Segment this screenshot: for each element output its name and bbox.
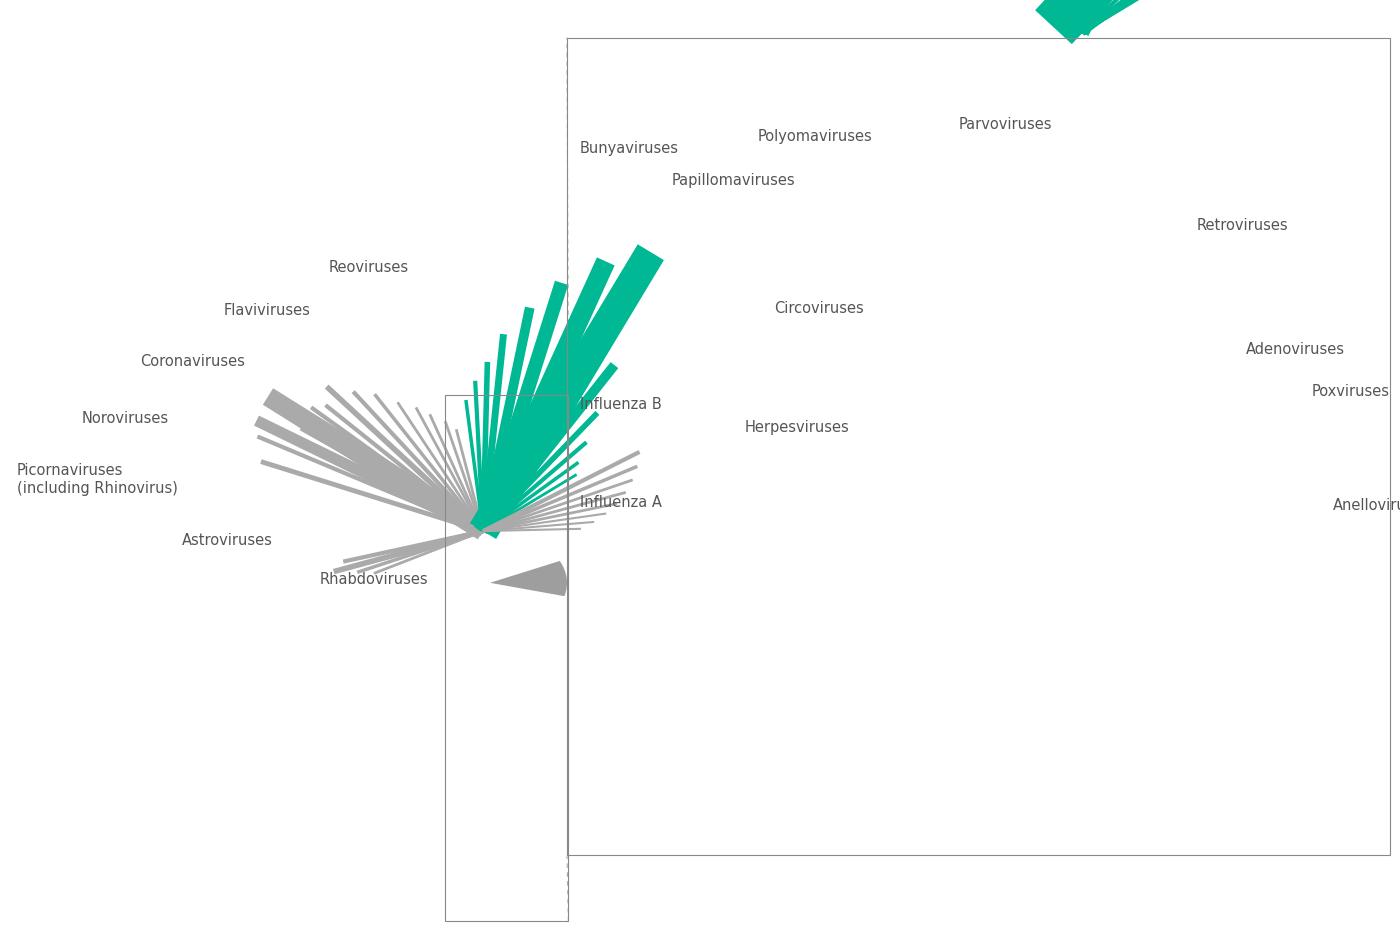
Text: Circoviruses: Circoviruses bbox=[774, 301, 864, 316]
Text: Picornaviruses
(including Rhinovirus): Picornaviruses (including Rhinovirus) bbox=[17, 463, 178, 495]
Text: Coronaviruses: Coronaviruses bbox=[140, 354, 245, 369]
Text: Influenza A: Influenza A bbox=[580, 495, 661, 510]
Text: Adenoviruses: Adenoviruses bbox=[1246, 342, 1345, 357]
Text: Anelloviruses: Anelloviruses bbox=[1333, 498, 1400, 513]
Text: Influenza B: Influenza B bbox=[580, 397, 661, 412]
Text: Parvoviruses: Parvoviruses bbox=[959, 117, 1053, 132]
Text: Flaviviruses: Flaviviruses bbox=[224, 303, 311, 318]
Wedge shape bbox=[490, 561, 567, 596]
Bar bbox=[567, 38, 1390, 855]
Text: Astroviruses: Astroviruses bbox=[182, 533, 273, 548]
Text: Retroviruses: Retroviruses bbox=[1197, 218, 1288, 233]
Text: Bunyaviruses: Bunyaviruses bbox=[580, 141, 679, 156]
Text: Papillomaviruses: Papillomaviruses bbox=[672, 173, 795, 188]
Bar bbox=[445, 395, 568, 921]
Text: Poxviruses: Poxviruses bbox=[1312, 384, 1390, 400]
Text: Herpesviruses: Herpesviruses bbox=[745, 420, 850, 435]
Text: Polyomaviruses: Polyomaviruses bbox=[757, 129, 872, 144]
Text: Noroviruses: Noroviruses bbox=[81, 411, 168, 426]
Text: Reoviruses: Reoviruses bbox=[329, 260, 409, 275]
Text: Rhabdoviruses: Rhabdoviruses bbox=[319, 572, 428, 588]
